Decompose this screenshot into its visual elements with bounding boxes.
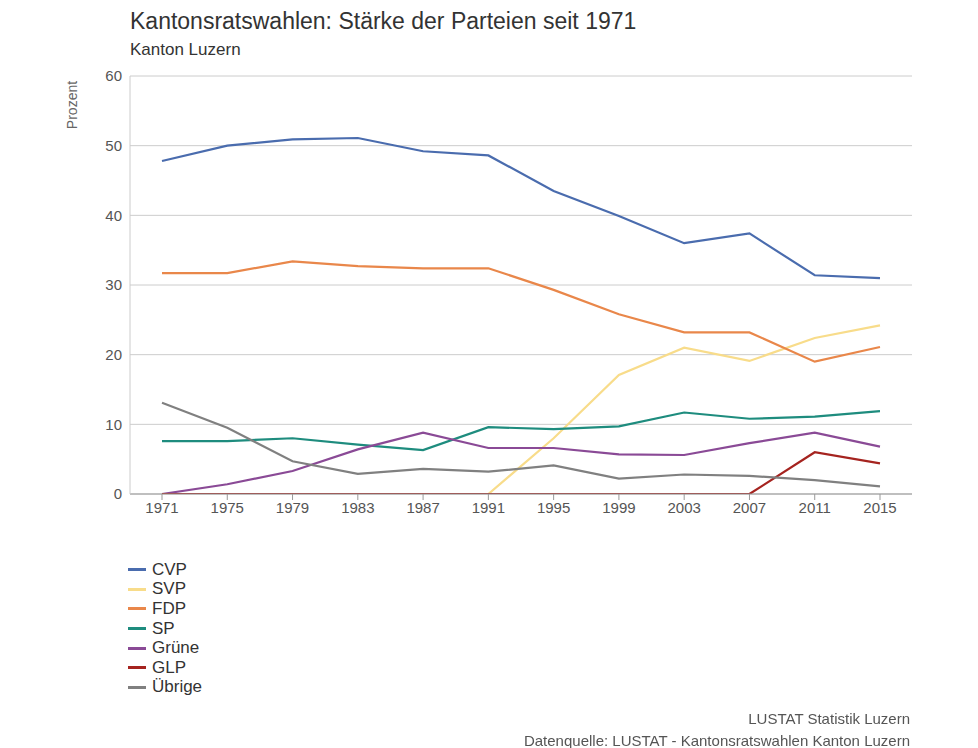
html-text:GLP: GLP [152,657,186,677]
html-text:SP: SP [152,618,175,638]
html-text:Kantonsratswahlen: Stärke der: Kantonsratswahlen: Stärke der Parteien s… [130,8,637,34]
html-text:Grüne: Grüne [152,638,200,658]
svg-text:2011: 2011 [799,499,831,516]
svg-text:2007: 2007 [733,499,766,516]
svg-text:50: 50 [105,137,122,154]
svg-text:1983: 1983 [341,499,374,516]
svg-text:2015: 2015 [863,499,896,516]
html-text:Kanton Luzern: Kanton Luzern [130,40,241,59]
svg-text:1999: 1999 [602,499,635,516]
html-text:CVP: CVP [152,559,187,579]
svg-text:2003: 2003 [667,499,700,516]
html-text:LUSTAT Statistik Luzern: LUSTAT Statistik Luzern [748,710,910,727]
html-text:Prozent: Prozent [64,80,80,130]
svg-text:1987: 1987 [406,499,439,516]
svg-text:20: 20 [105,346,122,363]
svg-text:0: 0 [114,485,122,502]
svg-text:60: 60 [105,67,122,84]
svg-text:1971: 1971 [145,499,178,516]
html-text:FDP: FDP [152,599,186,618]
html-text:SVP: SVP [152,579,186,599]
svg-text:1995: 1995 [537,499,570,516]
svg-text:40: 40 [105,207,122,224]
svg-text:10: 10 [105,416,122,433]
html-text:Datenquelle: LUSTAT - Kantonsr: Datenquelle: LUSTAT - Kantonsratswahlen … [523,732,910,748]
svg-text:1979: 1979 [276,499,309,516]
svg-text:1975: 1975 [211,499,244,516]
svg-text:1991: 1991 [472,499,505,516]
svg-text:30: 30 [105,276,122,293]
html-text:Übrige: Übrige [152,677,203,697]
